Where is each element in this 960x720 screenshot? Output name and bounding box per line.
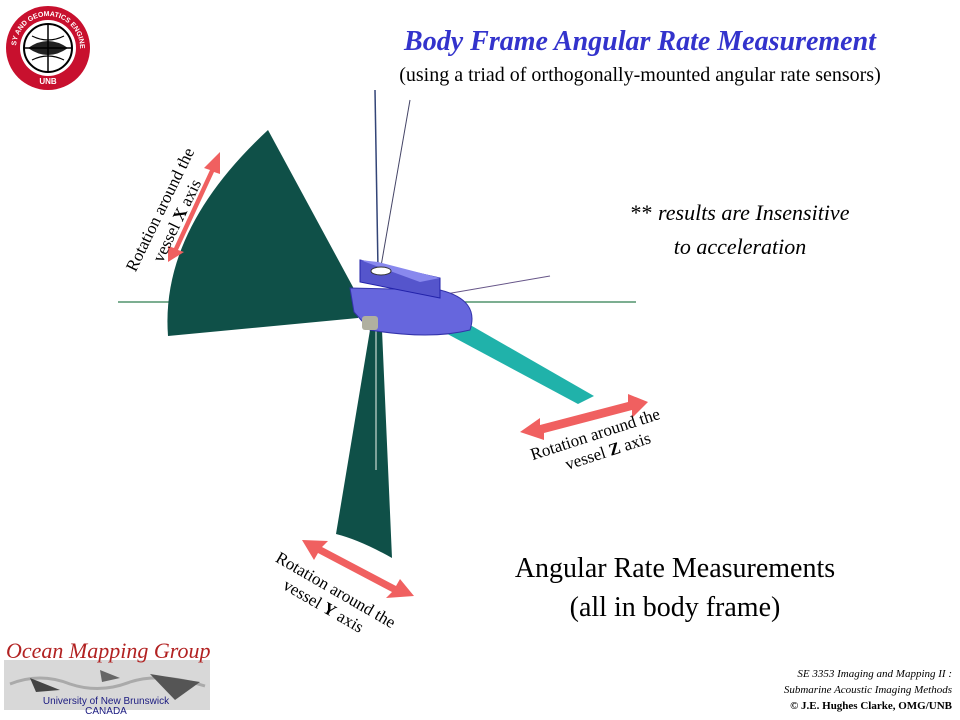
main-caption-line2: (all in body frame) bbox=[569, 592, 781, 623]
note-italic: results are Insensitive bbox=[658, 200, 850, 225]
x-axis-pointer-line bbox=[439, 275, 551, 296]
arrow-x-rotation bbox=[168, 152, 220, 262]
note-prefix: ** bbox=[630, 200, 659, 225]
credit-block: SE 3353 Imaging and Mapping II : Submari… bbox=[700, 666, 952, 714]
vessel-window bbox=[370, 266, 392, 276]
omg-logo-university-block: University of New Brunswick CANADA bbox=[6, 697, 206, 717]
omg-university: University of New Brunswick bbox=[42, 696, 170, 707]
arrow-z-rotation bbox=[520, 394, 648, 440]
omg-logo-name: Ocean Mapping Group bbox=[6, 638, 211, 663]
vessel-hull bbox=[349, 287, 473, 336]
omg-country: CANADA bbox=[85, 706, 127, 717]
credit-line2: Submarine Acoustic Imaging Methods bbox=[783, 684, 952, 696]
page-title: Body Frame Angular Rate Measurement bbox=[404, 26, 876, 57]
omg-logo-graphic bbox=[4, 660, 210, 710]
note-line1: ** results are Insensitive bbox=[560, 200, 920, 226]
vessel-cabin-top bbox=[360, 260, 440, 282]
page-subtitle: (using a triad of orthogonally-mounted a… bbox=[399, 64, 881, 86]
tilted-mast-line bbox=[379, 99, 411, 273]
credit-line3: © J.E. Hughes Clarke, OMG/UNB bbox=[790, 700, 952, 712]
unb-seal-logo: GEODESY AND GEOMATICS ENGINEERING UNB bbox=[4, 4, 90, 90]
vertical-mast-line bbox=[374, 89, 379, 271]
sensor-pod bbox=[362, 316, 378, 330]
arrow-y-rotation bbox=[302, 540, 414, 598]
x-axis-rotation-fan bbox=[167, 130, 360, 336]
y-axis-rotation-fan bbox=[336, 330, 392, 558]
seal-bottom-text: UNB bbox=[39, 77, 57, 86]
z-axis-rotation-fan bbox=[440, 322, 594, 404]
note-line2: to acceleration bbox=[673, 234, 807, 259]
credit-line1: SE 3353 Imaging and Mapping II : bbox=[797, 668, 952, 680]
main-caption-line1: Angular Rate Measurements bbox=[514, 553, 836, 584]
